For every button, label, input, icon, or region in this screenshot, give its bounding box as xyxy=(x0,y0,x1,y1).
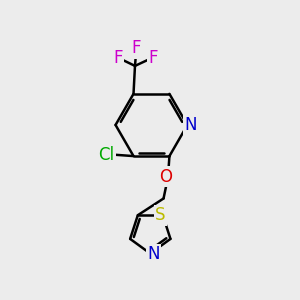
Text: S: S xyxy=(155,206,166,224)
Text: Cl: Cl xyxy=(98,146,115,164)
Text: F: F xyxy=(148,49,158,67)
Text: N: N xyxy=(184,116,196,134)
Text: F: F xyxy=(113,49,123,67)
Text: N: N xyxy=(147,245,160,263)
Text: O: O xyxy=(159,168,172,186)
Text: F: F xyxy=(132,39,141,57)
